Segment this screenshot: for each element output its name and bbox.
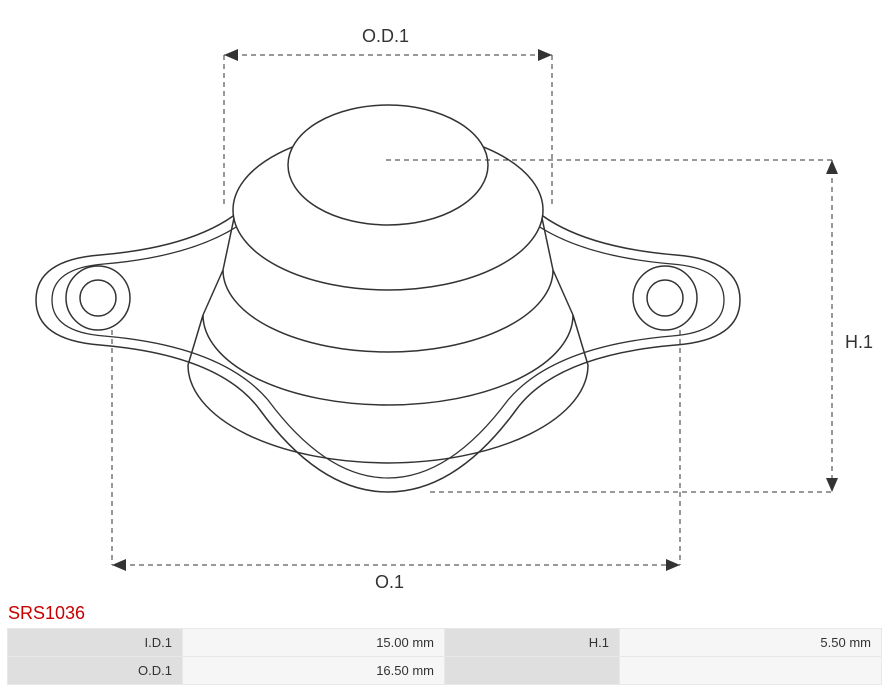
table-row: I.D.1 15.00 mm H.1 5.50 mm <box>8 629 882 657</box>
spec-value: 5.50 mm <box>620 629 882 657</box>
arrow <box>826 160 838 174</box>
hole-right-inner <box>647 280 683 316</box>
spec-value: 15.00 mm <box>183 629 445 657</box>
table-row: O.D.1 16.50 mm <box>8 657 882 685</box>
hole-left-outer <box>66 266 130 330</box>
label-o1: O.1 <box>375 572 404 593</box>
spec-label <box>445 657 620 685</box>
spec-value: 16.50 mm <box>183 657 445 685</box>
label-od1: O.D.1 <box>362 26 409 47</box>
dome-ring4 <box>203 315 573 405</box>
arrow <box>826 478 838 492</box>
spec-label: H.1 <box>445 629 620 657</box>
spec-value <box>620 657 882 685</box>
specs-table: I.D.1 15.00 mm H.1 5.50 mm O.D.1 16.50 m… <box>7 628 882 685</box>
label-h1: H.1 <box>845 332 873 353</box>
technical-diagram: O.D.1 O.1 H.1 <box>0 0 889 600</box>
arrow <box>224 49 238 61</box>
arrow <box>538 49 552 61</box>
dome-top <box>288 105 488 225</box>
dome-base <box>188 365 588 463</box>
hole-right-outer <box>633 266 697 330</box>
spec-label: I.D.1 <box>8 629 183 657</box>
spec-label: O.D.1 <box>8 657 183 685</box>
diagram-svg <box>0 0 889 600</box>
part-number: SRS1036 <box>8 603 85 624</box>
arrow <box>112 559 126 571</box>
arrow <box>666 559 680 571</box>
hole-left-inner <box>80 280 116 316</box>
